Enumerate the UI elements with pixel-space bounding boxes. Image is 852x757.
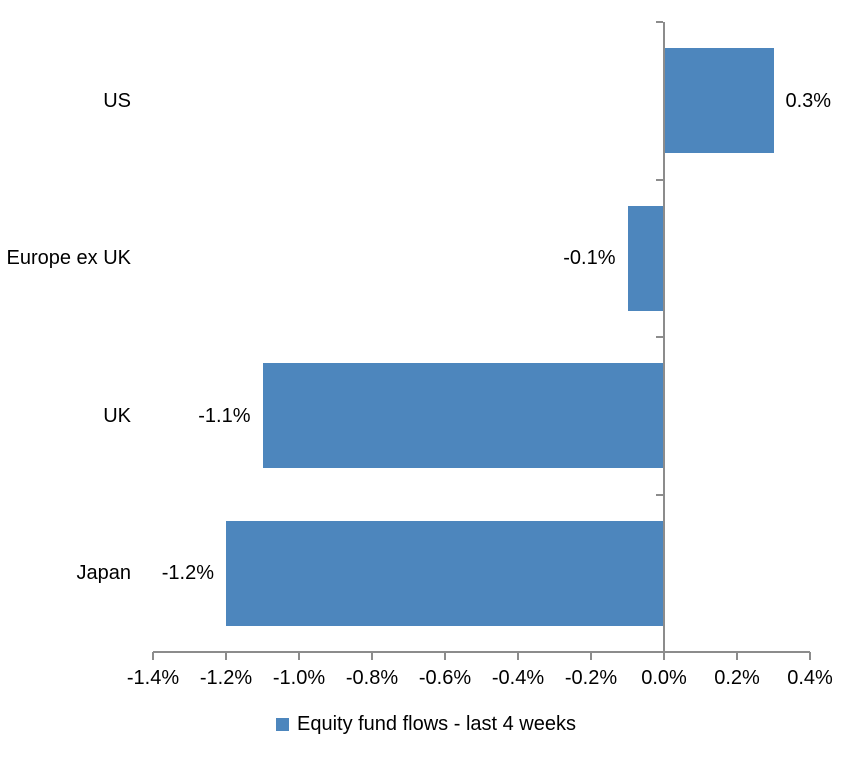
x-axis-tick bbox=[809, 652, 811, 660]
legend-swatch-icon bbox=[275, 718, 289, 731]
x-axis-tick bbox=[444, 652, 446, 660]
x-axis-tick bbox=[371, 652, 373, 660]
category-tick bbox=[656, 178, 663, 181]
chart-legend: Equity fund flows - last 4 weeks bbox=[0, 713, 852, 736]
x-axis-tick bbox=[152, 652, 154, 660]
x-axis-tick bbox=[225, 652, 227, 660]
x-axis-tick bbox=[298, 652, 300, 660]
x-axis-tick bbox=[663, 652, 665, 660]
legend-series-label: Equity fund flows - last 4 weeks bbox=[296, 713, 576, 735]
x-axis-tick-label: -0.6% bbox=[418, 667, 472, 689]
data-label: -1.1% bbox=[198, 404, 251, 427]
y-axis-line bbox=[663, 22, 665, 660]
x-axis-tick bbox=[590, 652, 592, 660]
x-axis-tick-label: -1.4% bbox=[126, 667, 180, 689]
x-axis-tick bbox=[517, 652, 519, 660]
data-label: -1.2% bbox=[161, 562, 214, 585]
bar-europe-ex-uk bbox=[627, 205, 664, 311]
category-label: US bbox=[103, 89, 131, 112]
bar-japan bbox=[226, 520, 664, 626]
bar-us bbox=[664, 48, 774, 154]
x-axis-tick-label: -0.8% bbox=[345, 667, 399, 689]
x-axis-line bbox=[153, 651, 810, 653]
data-label: 0.3% bbox=[785, 89, 832, 112]
bar-uk bbox=[262, 363, 664, 469]
category-tick bbox=[656, 21, 663, 23]
category-tick bbox=[656, 493, 663, 496]
x-axis-tick-label: 0.4% bbox=[787, 667, 833, 689]
x-axis-tick-label: 0.2% bbox=[714, 667, 760, 689]
x-axis-tick-label: -1.2% bbox=[199, 667, 253, 689]
x-axis-tick-label: -1.0% bbox=[272, 667, 326, 689]
x-axis-tick-label: -0.4% bbox=[491, 667, 545, 689]
category-tick bbox=[656, 336, 663, 338]
x-axis-tick-label: -0.2% bbox=[564, 667, 618, 689]
category-label: Japan bbox=[76, 562, 132, 585]
x-axis-tick-label: 0.0% bbox=[641, 667, 687, 689]
data-label: -0.1% bbox=[563, 247, 616, 270]
category-label: Europe ex UK bbox=[6, 247, 131, 270]
x-axis-tick bbox=[736, 652, 738, 660]
category-label: UK bbox=[103, 404, 131, 427]
